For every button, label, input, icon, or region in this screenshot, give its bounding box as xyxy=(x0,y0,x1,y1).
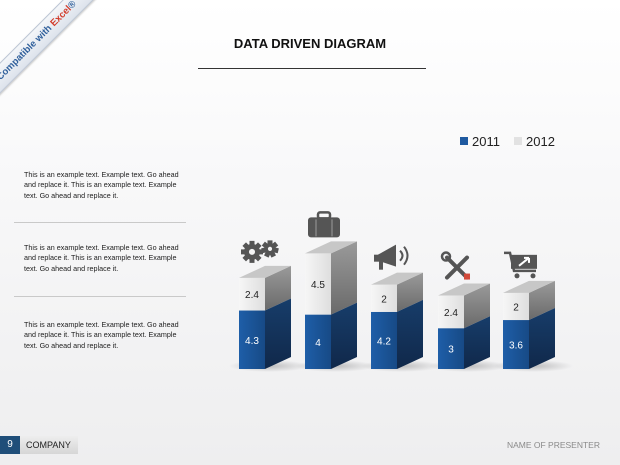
separator-2 xyxy=(14,296,186,297)
bar-2012-side xyxy=(529,280,555,321)
text-block-2: This is an example text. Example text. G… xyxy=(24,243,179,273)
bar-2012 xyxy=(438,295,464,329)
legend-swatch-2012 xyxy=(514,137,522,145)
legend-label-2011: 2011 xyxy=(472,134,500,149)
bar-top xyxy=(503,280,555,293)
bar-2012 xyxy=(371,284,397,312)
bar-top xyxy=(305,241,357,254)
briefcase-icon xyxy=(308,211,340,238)
compatibility-ribbon: Compatible with Excel® xyxy=(0,0,98,100)
presenter-name: NAME OF PRESENTER xyxy=(506,440,600,450)
page-title: DATA DRIVEN DIAGRAM xyxy=(233,36,387,51)
bar-top xyxy=(438,283,490,296)
data-label-2011: 4.3 xyxy=(245,336,259,347)
shopping-cart-icon xyxy=(504,251,537,279)
data-label-2012: 2 xyxy=(381,294,387,305)
data-label-2012: 2 xyxy=(513,302,519,313)
data-label-2011: 4.2 xyxy=(377,336,391,347)
page-number: 9 xyxy=(0,436,20,454)
legend-swatch-2011 xyxy=(460,137,468,145)
bar-2011 xyxy=(305,314,331,369)
title-underline xyxy=(198,68,426,69)
bar-2012-side xyxy=(397,272,423,312)
bar-2012 xyxy=(305,253,331,315)
data-label-2011: 3.6 xyxy=(509,341,523,352)
bar-2011-side xyxy=(331,302,357,369)
data-label-2012: 4.5 xyxy=(311,280,325,291)
data-label-2011: 4 xyxy=(315,338,321,349)
separator-1 xyxy=(14,222,186,223)
text-block-3: This is an example text. Example text. G… xyxy=(24,320,179,350)
bar-chart: 4.3 2.4 4 4.5 4.2 2 3 2.4 3.6 2 xyxy=(229,211,573,372)
bar-2011 xyxy=(438,328,464,369)
bar-2012 xyxy=(503,292,529,321)
legend-item-2011: 2011 xyxy=(460,134,500,149)
bar-top xyxy=(371,272,423,285)
gears-icon xyxy=(240,240,279,263)
text-block-1: This is an example text. Example text. G… xyxy=(24,170,179,200)
data-label-2011: 3 xyxy=(448,345,454,356)
data-label-2012: 2.4 xyxy=(444,308,458,319)
bar-2011 xyxy=(503,320,529,369)
bar-top xyxy=(239,265,291,278)
bar-2012-side xyxy=(464,283,490,329)
bar-2011-side xyxy=(529,308,555,369)
bar-2011-side xyxy=(397,299,423,369)
badge-text: Compatible with xyxy=(0,21,57,83)
company-label: COMPANY xyxy=(20,436,78,454)
bar-2011-side xyxy=(464,316,490,369)
megaphone-icon xyxy=(374,244,409,270)
bar-2012 xyxy=(239,277,265,311)
bar-2012-side xyxy=(331,241,357,315)
bar-2011 xyxy=(371,311,397,369)
tools-icon xyxy=(440,251,470,280)
bar-2011 xyxy=(239,310,265,369)
legend-item-2012: 2012 xyxy=(514,134,555,149)
data-label-2012: 2.4 xyxy=(245,290,259,301)
bar-2011-side xyxy=(265,298,291,369)
compatibility-badge: Compatible with Excel® xyxy=(0,0,100,100)
bar-2012-side xyxy=(265,265,291,311)
legend-label-2012: 2012 xyxy=(526,134,555,149)
